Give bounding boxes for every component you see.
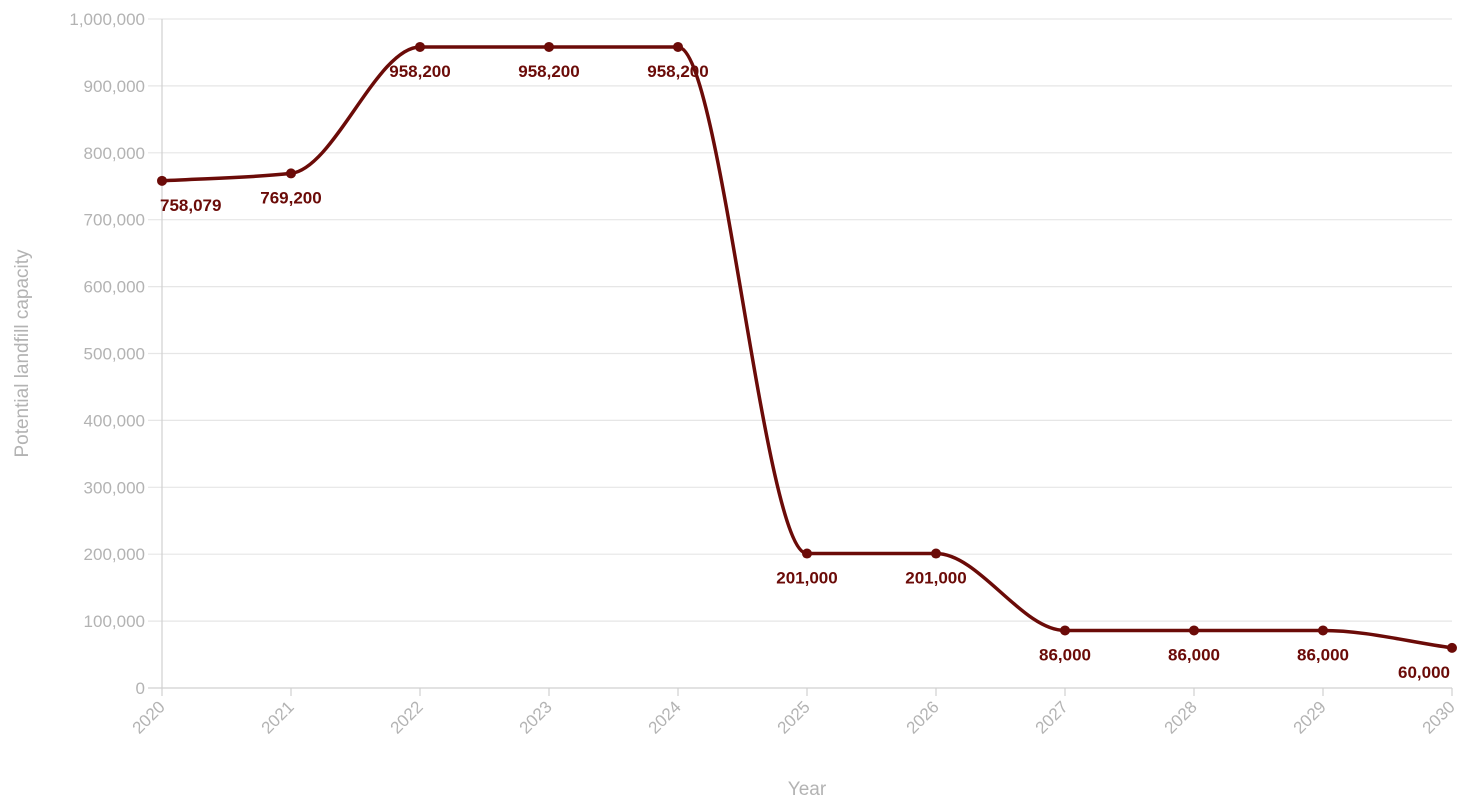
x-tick-label: 2024	[645, 697, 685, 737]
x-tick-label: 2025	[774, 697, 814, 737]
series-line	[160, 45, 1454, 650]
y-axis-title: Potential landfill capacity	[12, 249, 33, 458]
x-tick-label: 2028	[1161, 697, 1201, 737]
y-axis: 0 100,000 200,000 300,000 400,000 500,000 600,…	[69, 10, 163, 698]
x-tick-label: 2020	[129, 697, 169, 737]
data-point[interactable]	[673, 41, 683, 52]
series-layer	[157, 41, 1457, 653]
data-point[interactable]	[802, 548, 812, 559]
data-point[interactable]	[415, 41, 425, 52]
x-tick-label: 2023	[516, 697, 556, 737]
data-labels: 758,079 769,200 958,200 958,200 958,200 201,0…	[160, 62, 1450, 682]
x-tick-label: 2021	[258, 697, 298, 737]
data-label: 769,200	[260, 188, 321, 207]
x-axis: 2020 2021 2022 2023 2024 2025 2026 2027 2028 2029…	[129, 688, 1459, 738]
x-tick-label: 2029	[1290, 697, 1330, 737]
data-label: 86,000	[1297, 645, 1349, 664]
y-tick-label: 0	[136, 679, 145, 698]
y-tick-label: 200,000	[84, 545, 145, 564]
data-label: 201,000	[776, 569, 837, 588]
y-tick-label: 400,000	[84, 411, 145, 430]
y-tick-label: 500,000	[84, 345, 145, 364]
x-tick-label: 2026	[903, 697, 943, 737]
data-point[interactable]	[286, 168, 296, 179]
x-tick-label: 2027	[1032, 697, 1072, 737]
y-tick-label: 700,000	[84, 211, 145, 230]
data-point[interactable]	[931, 548, 941, 559]
data-point[interactable]	[157, 175, 167, 186]
gridlines	[148, 18, 1452, 689]
data-point[interactable]	[1318, 625, 1328, 636]
y-tick-label: 300,000	[84, 478, 145, 497]
data-label: 86,000	[1168, 645, 1220, 664]
y-tick-label: 900,000	[84, 77, 145, 96]
y-tick-label: 1,000,000	[69, 10, 145, 29]
data-label: 758,079	[160, 196, 221, 215]
x-tick-label: 2022	[387, 697, 427, 737]
data-point[interactable]	[1189, 625, 1199, 636]
data-point[interactable]	[544, 41, 554, 52]
data-label: 201,000	[905, 569, 966, 588]
data-point[interactable]	[1060, 625, 1070, 636]
data-label: 958,200	[647, 62, 708, 81]
y-tick-label: 100,000	[84, 612, 145, 631]
data-label: 958,200	[518, 62, 579, 81]
y-tick-label: 800,000	[84, 144, 145, 163]
data-label: 60,000	[1398, 663, 1450, 682]
y-tick-label: 600,000	[84, 278, 145, 297]
data-label: 958,200	[389, 62, 450, 81]
x-axis-title: Year	[788, 779, 827, 800]
data-label: 86,000	[1039, 645, 1091, 664]
data-point[interactable]	[1447, 642, 1457, 653]
x-tick-label: 2030	[1419, 697, 1459, 737]
